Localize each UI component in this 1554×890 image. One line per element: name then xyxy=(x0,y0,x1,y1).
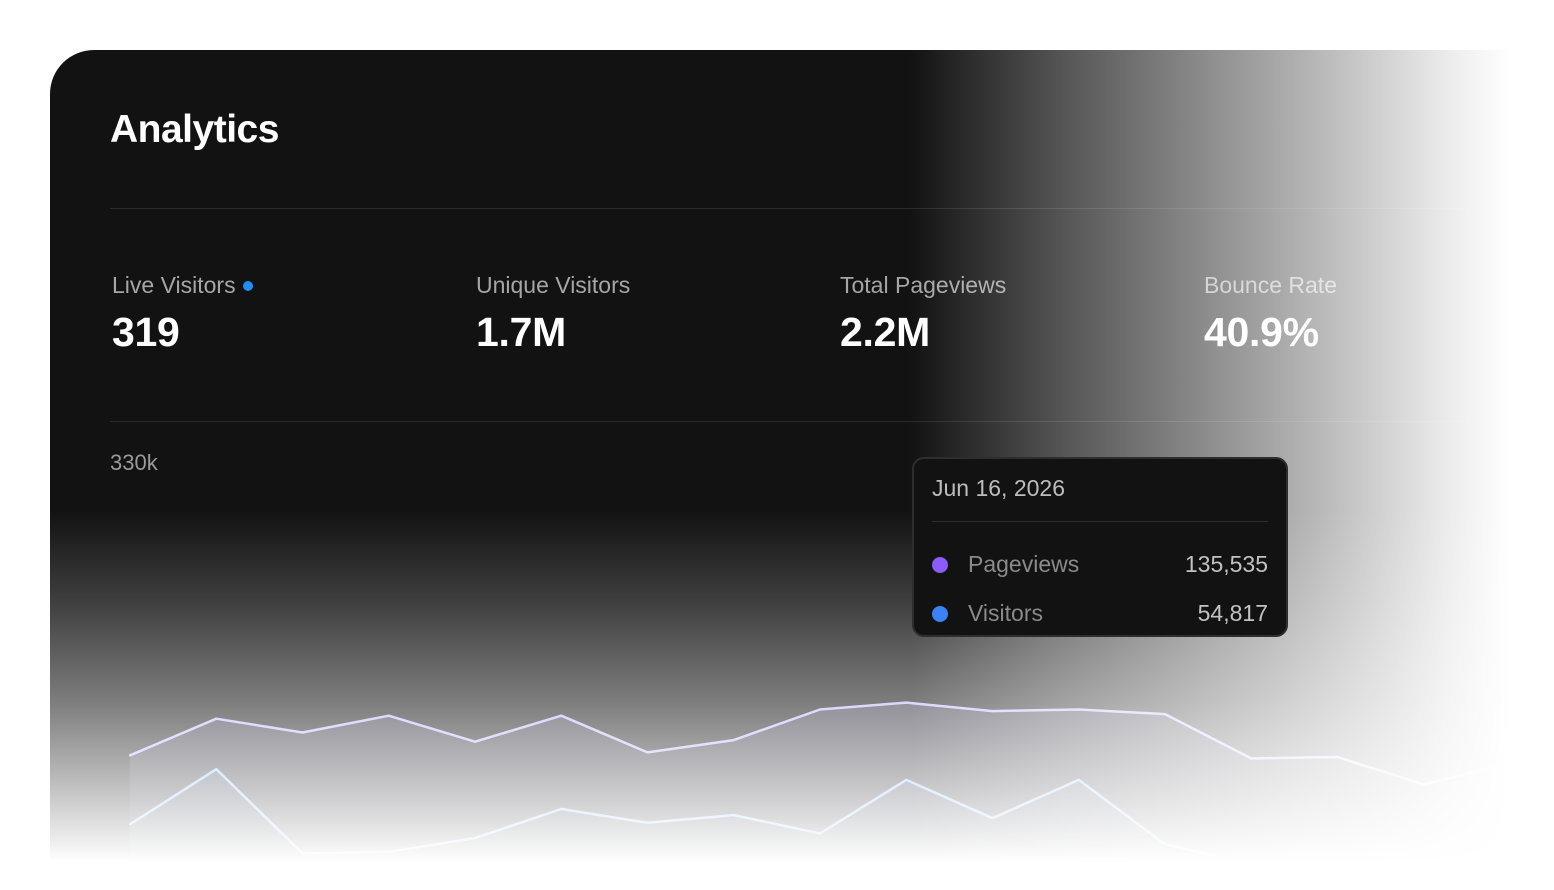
pageviews-point[interactable] xyxy=(818,708,822,711)
stat-unique-visitors: Unique Visitors 1.7M xyxy=(476,272,630,356)
visitors-point[interactable] xyxy=(991,817,994,820)
y-axis-max-label: 330k xyxy=(110,450,158,475)
visitors-point[interactable] xyxy=(473,836,477,840)
tooltip-date: Jun 16, 2026 xyxy=(932,475,1066,501)
tooltip-label: Pageviews xyxy=(968,551,1080,577)
pageviews-legend-dot xyxy=(932,556,948,573)
stat-value: 1.7M xyxy=(476,309,566,355)
pageviews-point[interactable] xyxy=(560,714,563,717)
visitors-point[interactable] xyxy=(560,807,563,811)
header-divider xyxy=(110,208,1510,209)
pageviews-point[interactable] xyxy=(128,754,132,757)
line-chart[interactable] xyxy=(50,50,1510,890)
pageviews-point[interactable] xyxy=(991,709,994,713)
pageviews-point[interactable] xyxy=(1077,708,1081,711)
visitors-point[interactable] xyxy=(818,832,822,835)
pageviews-point[interactable] xyxy=(1336,755,1339,759)
pageviews-point[interactable] xyxy=(1422,783,1426,786)
pageviews-point[interactable] xyxy=(1163,712,1167,716)
visitors-legend-dot xyxy=(932,605,948,622)
tooltip-value: 135,535 xyxy=(1184,551,1268,577)
visitors-point[interactable] xyxy=(905,778,908,782)
stat-label-wrap: Live Visitors xyxy=(112,272,253,299)
pageviews-point[interactable] xyxy=(301,731,304,734)
stat-live-visitors: Live Visitors 319 xyxy=(112,272,253,356)
tooltip-row-visitors: Visitors 54,817 xyxy=(932,589,1268,638)
visitors-point[interactable] xyxy=(1163,843,1167,846)
page-title: Analytics xyxy=(110,108,279,151)
pageviews-point[interactable] xyxy=(387,714,390,717)
visitors-point[interactable] xyxy=(128,823,132,826)
visitors-point[interactable] xyxy=(387,850,390,853)
visitors-point[interactable] xyxy=(646,821,649,824)
pageviews-point[interactable] xyxy=(1250,757,1253,760)
visitors-point[interactable] xyxy=(1077,778,1081,782)
pageviews-point[interactable] xyxy=(646,751,649,754)
tooltip-divider xyxy=(932,521,1268,522)
stat-label: Live Visitors xyxy=(112,272,236,298)
stats-divider xyxy=(110,421,1510,422)
pageviews-point[interactable] xyxy=(473,740,477,743)
visitors-point[interactable] xyxy=(1250,862,1253,866)
stat-value: 319 xyxy=(112,309,180,355)
chart-tooltip: Jun 16, 2026 Pageviews 135,535 Visitors … xyxy=(912,457,1288,637)
pageviews-point[interactable] xyxy=(905,701,908,704)
tooltip-value: 54,817 xyxy=(1197,600,1268,626)
tooltip-row-pageviews: Pageviews 135,535 xyxy=(932,540,1268,589)
stat-label: Unique Visitors xyxy=(476,272,631,298)
tooltip-label: Visitors xyxy=(968,600,1043,626)
visitors-point[interactable] xyxy=(1336,885,1339,889)
analytics-card: Analytics Live Visitors 319 Unique Visit… xyxy=(50,50,1510,890)
live-indicator-dot xyxy=(242,281,253,291)
visitors-point[interactable] xyxy=(732,813,735,817)
pageviews-point[interactable] xyxy=(215,717,218,720)
pageviews-point[interactable] xyxy=(732,738,735,742)
visitors-point[interactable] xyxy=(301,852,304,855)
visitors-point[interactable] xyxy=(215,768,218,771)
